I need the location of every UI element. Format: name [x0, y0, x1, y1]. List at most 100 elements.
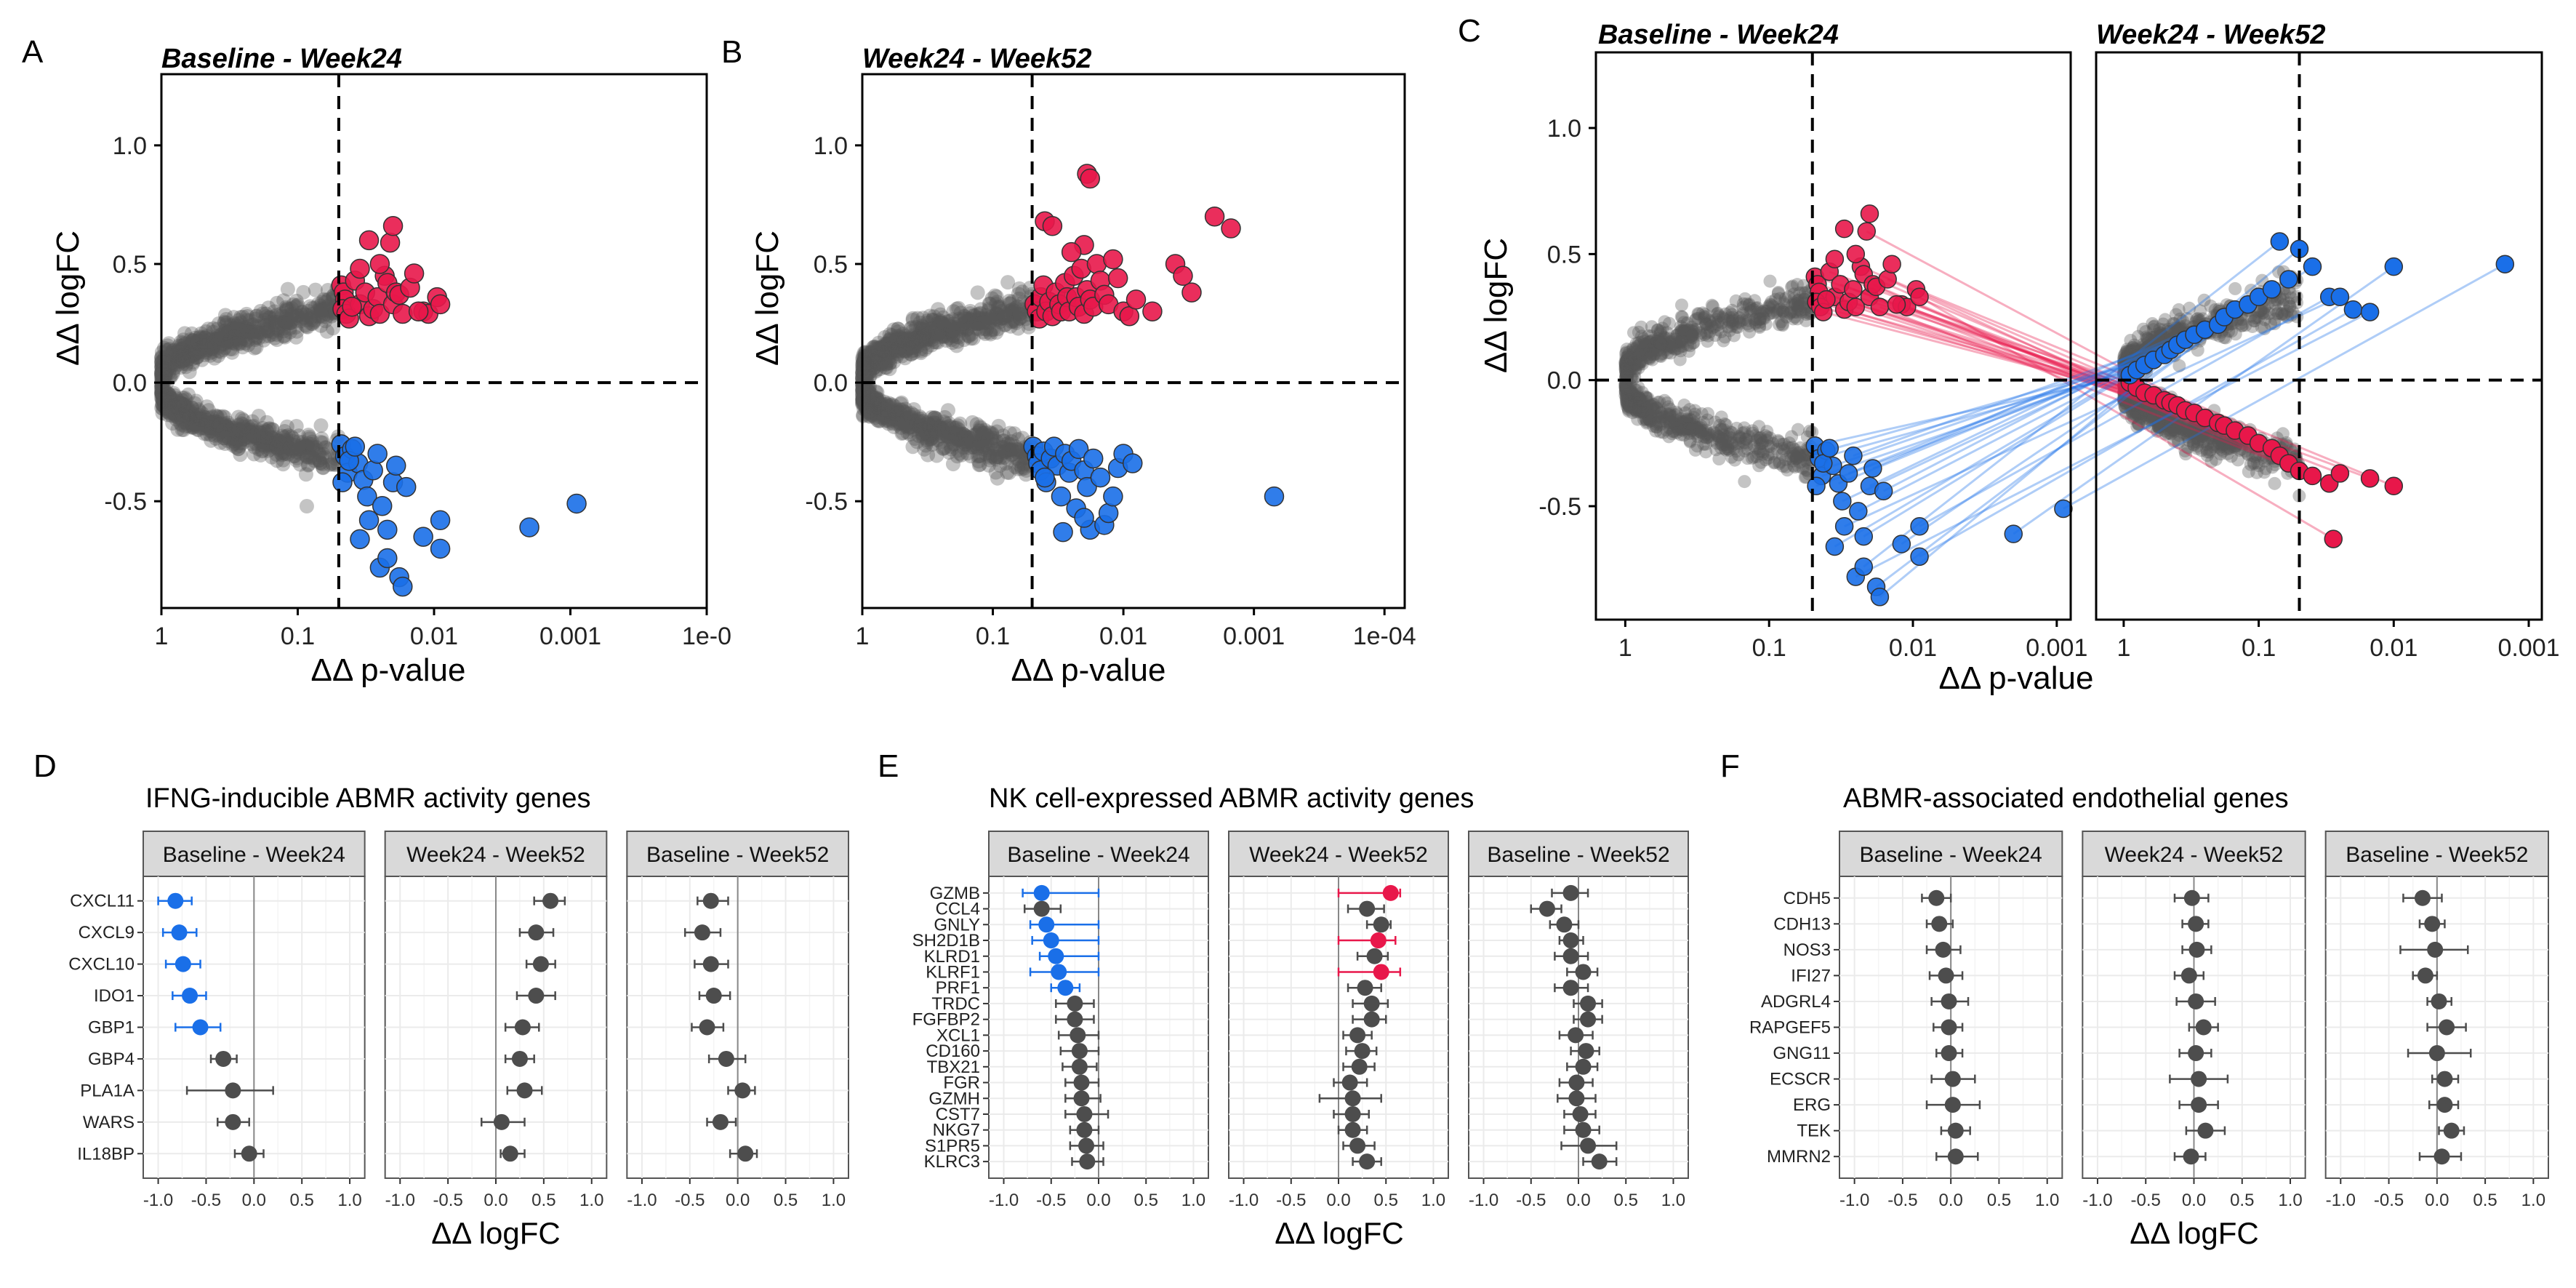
estimate-point [1357, 980, 1373, 996]
background-point [273, 306, 289, 321]
downregulated-point [2303, 257, 2322, 276]
panel-b-title: Week24 - Week52 [862, 44, 1091, 74]
downregulated-point [2279, 270, 2298, 289]
background-point [287, 449, 302, 464]
background-point [180, 410, 196, 425]
background-point [182, 404, 198, 419]
background-point [193, 329, 208, 344]
background-point [299, 307, 314, 322]
x-tick-label: 0.001 [2497, 634, 2559, 662]
background-point [251, 319, 266, 335]
estimate-point [1575, 1058, 1592, 1075]
background-point [203, 332, 218, 347]
x-tick-label: 0.0 [1326, 1191, 1350, 1210]
background-point [159, 354, 174, 369]
background-point [1675, 335, 1689, 349]
background-point [297, 439, 313, 455]
background-point [182, 415, 198, 431]
background-point [317, 301, 332, 316]
background-point [163, 355, 178, 370]
background-point [300, 444, 315, 460]
background-point [156, 361, 172, 376]
background-point [265, 436, 281, 451]
background-point [187, 347, 202, 362]
background-point [281, 316, 296, 331]
background-point [174, 349, 190, 364]
x-tick-label: 0.001 [1223, 623, 1285, 650]
background-point [183, 341, 198, 356]
upregulated-point [382, 216, 404, 236]
background-point [174, 338, 189, 353]
background-point [268, 311, 283, 326]
background-point [171, 348, 186, 364]
background-point [897, 336, 912, 351]
upregulated-point [408, 301, 429, 321]
background-point [191, 343, 206, 358]
x-tick-label: 0.5 [1374, 1191, 1398, 1210]
panel-c-title-right: Week24 - Week52 [2096, 20, 2325, 50]
background-point [209, 418, 224, 433]
background-point [267, 330, 282, 345]
downregulated-point [1053, 521, 1073, 543]
x-tick-label: -0.5 [191, 1191, 221, 1210]
background-point [289, 452, 304, 468]
background-point [173, 416, 188, 431]
estimate-point [528, 924, 545, 941]
estimate-point [1067, 1011, 1083, 1028]
background-point [217, 428, 232, 444]
background-point [300, 303, 316, 319]
background-point [294, 305, 310, 320]
estimate-point [192, 1019, 209, 1036]
downregulated-point [2054, 499, 2073, 519]
background-point [260, 323, 276, 338]
x-tick-label: -0.5 [1276, 1191, 1306, 1210]
background-point [182, 332, 198, 347]
downregulated-point [1874, 481, 1893, 500]
background-point [188, 412, 203, 428]
downregulated-point [430, 538, 451, 559]
background-point [193, 412, 208, 427]
background-point [308, 442, 324, 457]
estimate-point [1575, 1121, 1592, 1138]
background-point [1674, 428, 1688, 441]
estimate-point [182, 988, 198, 1004]
background-point [190, 412, 205, 427]
background-point [230, 417, 246, 433]
background-point [283, 311, 298, 327]
background-point [310, 296, 326, 311]
estimate-point [1538, 900, 1555, 917]
panel-b-y-axis-title: ΔΔ logFC [750, 231, 785, 366]
background-point [1000, 451, 1015, 466]
downregulated-point [1870, 588, 1890, 607]
upregulated-point [430, 294, 451, 315]
background-point [285, 308, 300, 323]
background-point [1663, 421, 1677, 435]
downregulated-point [1090, 467, 1111, 488]
background-point [262, 310, 278, 325]
downregulated-point [1807, 476, 1826, 496]
background-point [1728, 453, 1742, 467]
background-point [188, 347, 204, 362]
background-point [163, 401, 178, 417]
background-point [174, 396, 189, 412]
background-point [273, 440, 289, 455]
background-point [277, 329, 292, 345]
background-point [208, 414, 223, 429]
estimate-point [1341, 1074, 1358, 1091]
background-point [191, 423, 206, 438]
background-point [155, 382, 170, 397]
background-point [189, 411, 204, 426]
background-point [284, 429, 299, 444]
panel-letter-a: A [22, 34, 44, 70]
background-point [175, 407, 190, 423]
background-point [278, 316, 293, 332]
x-tick-label: -0.5 [675, 1191, 705, 1210]
background-point [246, 317, 262, 332]
background-point [257, 424, 272, 439]
upregulated-point [2384, 476, 2404, 496]
background-point [257, 318, 272, 333]
background-point [249, 308, 265, 324]
y-tick-label: 0.0 [113, 369, 147, 397]
gene-label: WARS [83, 1113, 135, 1132]
upregulated-point [350, 258, 370, 279]
